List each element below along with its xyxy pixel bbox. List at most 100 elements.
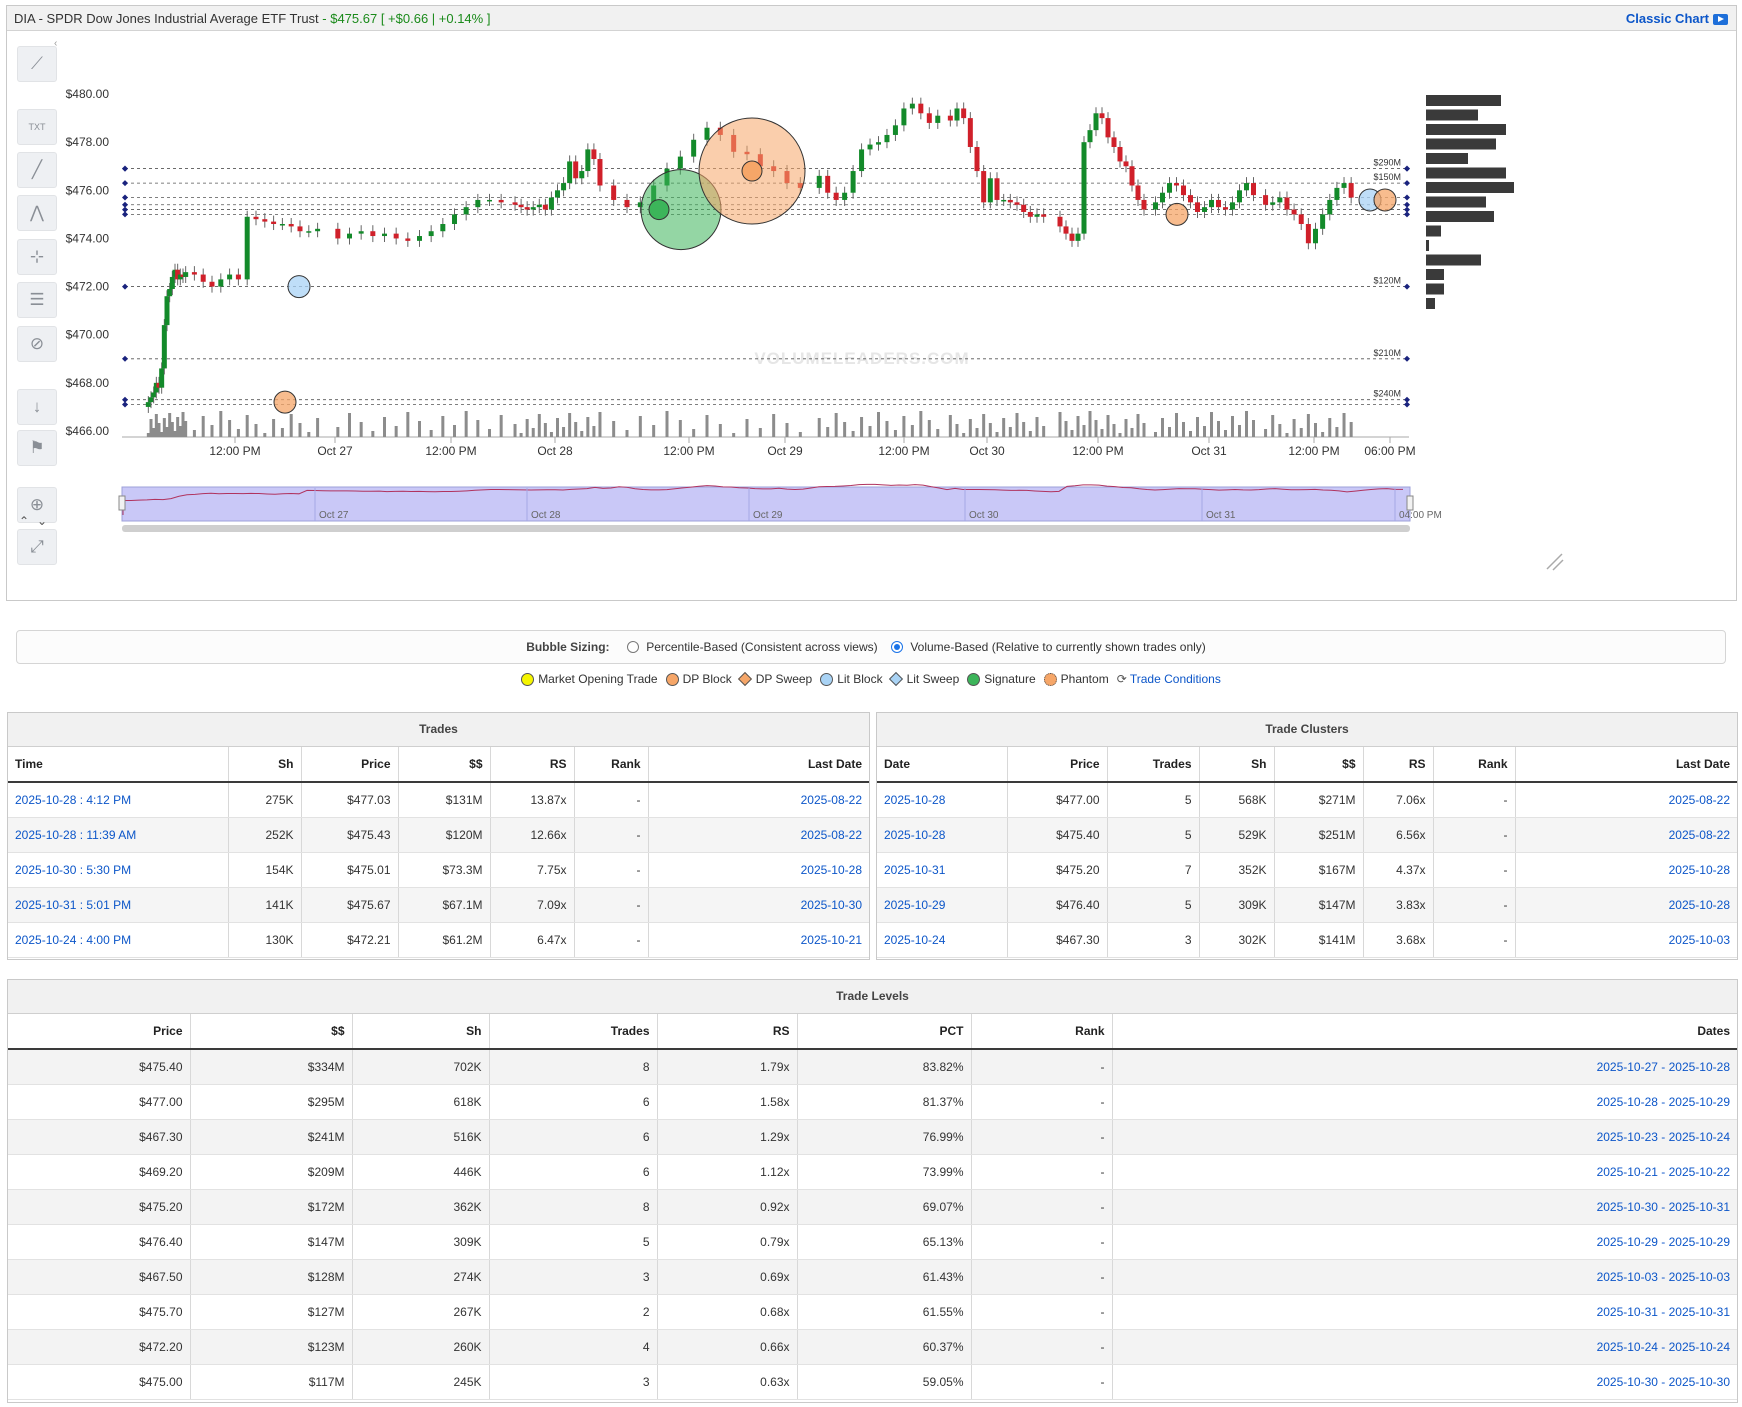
column-header[interactable]: RS — [657, 1014, 798, 1050]
table-row[interactable]: $472.20 $123M 260K 4 0.66x 60.37% -2025-10-24 … — [8, 1329, 1737, 1365]
column-header[interactable]: $$ — [190, 1014, 353, 1050]
legend-item[interactable]: DP Sweep — [737, 671, 812, 687]
trend-lines-icon[interactable]: ⟋ — [17, 46, 57, 82]
scroll-up-icon[interactable]: ⌃ — [19, 514, 30, 528]
legend-item[interactable]: DP Block — [665, 672, 732, 686]
table-row[interactable]: $477.00 $295M 618K 6 1.58x 81.37% -2025-10-28 … — [8, 1084, 1737, 1120]
collapse-toolbar-icon[interactable]: ‹ — [54, 38, 58, 49]
column-header[interactable]: Price — [1007, 747, 1108, 783]
table-row[interactable]: $476.40 $147M 309K 5 0.79x 65.13% -2025-10-29 … — [8, 1224, 1737, 1260]
trade-conditions-link[interactable]: ⟳ Trade Conditions — [1117, 672, 1221, 686]
column-header[interactable]: $$ — [398, 747, 491, 783]
table-row[interactable]: 2025-10-28 $475.40 5 529K $251M 6.56x -2025-08… — [877, 817, 1737, 853]
table-cell[interactable]: 2025-10-27 - 2025-10-28 — [1112, 1049, 1737, 1085]
table-cell[interactable]: 2025-10-31 — [877, 852, 1008, 888]
table-cell[interactable]: 2025-10-30 : 5:30 PM — [8, 852, 229, 888]
legend-item[interactable]: Lit Sweep — [888, 671, 959, 687]
zoom-icon[interactable]: ⊕ — [17, 487, 57, 523]
column-header[interactable]: Rank — [574, 747, 649, 783]
column-header[interactable]: Sh — [352, 1014, 490, 1050]
column-header[interactable]: Time — [8, 747, 229, 783]
percentile-radio[interactable] — [626, 641, 639, 653]
table-row[interactable]: 2025-10-24 : 4:00 PM 130K $472.21 $61.2M 6.4… — [8, 922, 869, 958]
legend-item[interactable]: Signature — [967, 672, 1036, 686]
column-header[interactable]: Rank — [971, 1014, 1113, 1050]
table-cell[interactable]: 2025-10-23 - 2025-10-24 — [1112, 1119, 1737, 1155]
table-cell[interactable]: 2025-10-28 — [877, 782, 1008, 818]
table-cell[interactable]: 2025-10-28 — [1515, 887, 1737, 923]
table-cell[interactable]: 2025-10-30 — [648, 887, 869, 923]
table-row[interactable]: $475.40 $334M 702K 8 1.79x 83.82% -2025-10-27 … — [8, 1049, 1737, 1085]
text-annotation-icon[interactable]: TXT — [17, 109, 57, 145]
fib-lines-icon[interactable]: ☰ — [17, 282, 57, 318]
table-row[interactable]: 2025-10-31 : 5:01 PM 141K $475.67 $67.1M 7.0… — [8, 887, 869, 923]
table-cell[interactable]: 2025-10-29 — [877, 887, 1008, 923]
column-header[interactable]: Price — [301, 747, 399, 783]
table-cell[interactable]: 2025-10-24 : 4:00 PM — [8, 922, 229, 958]
column-header[interactable]: $$ — [1274, 747, 1364, 783]
column-header[interactable]: RS — [1363, 747, 1434, 783]
crosshair-icon[interactable]: ⊹ — [17, 239, 57, 275]
column-header[interactable]: Last Date — [1515, 747, 1737, 783]
table-row[interactable]: $469.20 $209M 446K 6 1.12x 73.99% -2025-10-21 … — [8, 1154, 1737, 1190]
column-header[interactable]: RS — [490, 747, 575, 783]
table-cell[interactable]: 2025-10-28 : 4:12 PM — [8, 782, 229, 818]
percentile-option-label[interactable]: Percentile-Based (Consistent across view… — [646, 640, 878, 654]
column-header[interactable]: Dates — [1112, 1014, 1737, 1050]
table-cell[interactable]: 2025-10-21 - 2025-10-22 — [1112, 1154, 1737, 1190]
table-cell[interactable]: 2025-10-29 - 2025-10-29 — [1112, 1224, 1737, 1260]
table-row[interactable]: $475.00 $117M 245K 3 0.63x 59.05% -2025-10-30 … — [8, 1364, 1737, 1400]
table-row[interactable]: 2025-10-28 : 4:12 PM 275K $477.03 $131M 13.8… — [8, 782, 869, 818]
table-cell[interactable]: 2025-10-21 — [648, 922, 869, 958]
column-header[interactable]: Price — [8, 1014, 191, 1050]
table-cell[interactable]: 2025-10-28 : 11:39 AM — [8, 817, 229, 853]
column-header[interactable]: Date — [877, 747, 1008, 783]
table-cell[interactable]: 2025-08-22 — [648, 782, 869, 818]
table-cell[interactable]: 2025-10-28 — [648, 852, 869, 888]
table-cell[interactable]: 2025-10-28 - 2025-10-29 — [1112, 1084, 1737, 1120]
table-cell[interactable]: 2025-10-30 - 2025-10-30 — [1112, 1364, 1737, 1400]
table-cell[interactable]: 2025-08-22 — [648, 817, 869, 853]
table-row[interactable]: $467.30 $241M 516K 6 1.29x 76.99% -2025-10-23 … — [8, 1119, 1737, 1155]
table-row[interactable]: $475.70 $127M 267K 2 0.68x 61.55% -2025-10-31 … — [8, 1294, 1737, 1330]
column-header[interactable]: Rank — [1433, 747, 1516, 783]
flag-icon[interactable]: ⚑ — [17, 430, 57, 466]
legend-item[interactable]: Phantom — [1043, 672, 1109, 686]
table-cell[interactable]: 2025-08-22 — [1515, 817, 1737, 853]
table-cell[interactable]: 2025-10-31 : 5:01 PM — [8, 887, 229, 923]
legend-item[interactable]: Lit Block — [820, 672, 883, 686]
table-cell[interactable]: 2025-10-24 — [877, 922, 1008, 958]
table-cell[interactable]: 2025-10-31 - 2025-10-31 — [1112, 1294, 1737, 1330]
table-row[interactable]: $467.50 $128M 274K 3 0.69x 61.43% -2025-10-03 … — [8, 1259, 1737, 1295]
table-cell[interactable]: 2025-10-30 - 2025-10-31 — [1112, 1189, 1737, 1225]
table-cell[interactable]: 2025-10-03 — [1515, 922, 1737, 958]
price-chart[interactable]: $466.00 $468.00 $470.00 $472.00 $474.00 $476.… — [7, 32, 1736, 600]
table-cell[interactable]: 2025-10-28 — [877, 817, 1008, 853]
hide-eye-icon[interactable]: ⊘ — [17, 326, 57, 362]
line-tool-icon[interactable]: ╱ — [17, 152, 57, 188]
column-header[interactable]: Last Date — [648, 747, 869, 783]
volume-option-label[interactable]: Volume-Based (Relative to currently show… — [910, 640, 1206, 654]
table-cell[interactable]: 2025-08-22 — [1515, 782, 1737, 818]
legend-item[interactable]: Market Opening Trade — [521, 672, 658, 686]
column-header[interactable]: Sh — [1199, 747, 1275, 783]
volume-radio[interactable] — [890, 641, 903, 653]
table-cell[interactable]: 2025-10-03 - 2025-10-03 — [1112, 1259, 1737, 1295]
table-row[interactable]: 2025-10-30 : 5:30 PM 154K $475.01 $73.3M 7.7… — [8, 852, 869, 888]
sort-123-icon[interactable]: ↓ — [17, 389, 57, 425]
column-header[interactable]: Sh — [228, 747, 302, 783]
table-row[interactable]: 2025-10-31 $475.20 7 352K $167M 4.37x -2025-10… — [877, 852, 1737, 888]
abc-pattern-icon[interactable]: ⋀ — [17, 195, 57, 231]
fullscreen-icon[interactable]: ⤢ — [17, 529, 57, 565]
table-row[interactable]: 2025-10-24 $467.30 3 302K $141M 3.68x -2025-10… — [877, 922, 1737, 958]
classic-chart-link[interactable]: Classic Chart — [1626, 6, 1728, 31]
column-header[interactable]: PCT — [797, 1014, 972, 1050]
table-row[interactable]: $475.20 $172M 362K 8 0.92x 69.07% -2025-10-30 … — [8, 1189, 1737, 1225]
table-cell[interactable]: 2025-10-28 — [1515, 852, 1737, 888]
table-row[interactable]: 2025-10-28 $477.00 5 568K $271M 7.06x -2025-08… — [877, 782, 1737, 818]
table-cell[interactable]: 2025-10-24 - 2025-10-24 — [1112, 1329, 1737, 1365]
table-row[interactable]: 2025-10-28 : 11:39 AM 252K $475.43 $120M 12.… — [8, 817, 869, 853]
scroll-down-icon[interactable]: ⌄ — [37, 514, 48, 528]
column-header[interactable]: Trades — [489, 1014, 658, 1050]
table-row[interactable]: 2025-10-29 $476.40 5 309K $147M 3.83x -2025-10… — [877, 887, 1737, 923]
